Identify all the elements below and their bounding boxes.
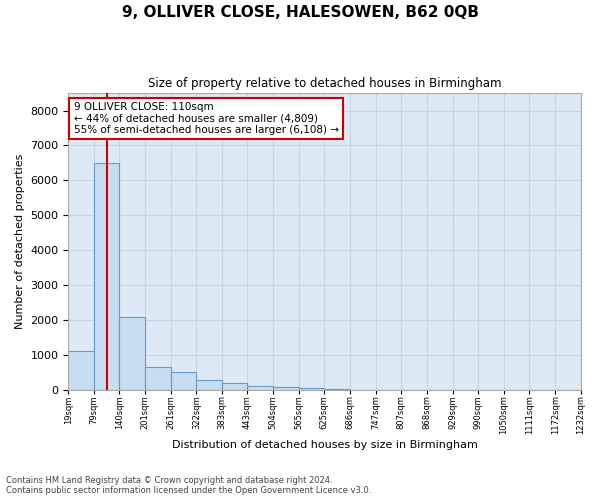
Text: 9 OLLIVER CLOSE: 110sqm
← 44% of detached houses are smaller (4,809)
55% of semi: 9 OLLIVER CLOSE: 110sqm ← 44% of detache… (74, 102, 338, 135)
Y-axis label: Number of detached properties: Number of detached properties (15, 154, 25, 329)
Bar (94, 163, 119, 390)
Bar (222, 383, 247, 390)
Bar (247, 386, 273, 390)
Text: Contains HM Land Registry data © Crown copyright and database right 2024.
Contai: Contains HM Land Registry data © Crown c… (6, 476, 371, 495)
Bar (196, 380, 222, 390)
Bar (273, 387, 299, 390)
Bar (145, 367, 170, 390)
X-axis label: Distribution of detached houses by size in Birmingham: Distribution of detached houses by size … (172, 440, 478, 450)
Bar (68, 352, 94, 390)
Bar (119, 316, 145, 390)
Text: 9, OLLIVER CLOSE, HALESOWEN, B62 0QB: 9, OLLIVER CLOSE, HALESOWEN, B62 0QB (121, 5, 479, 20)
Title: Size of property relative to detached houses in Birmingham: Size of property relative to detached ho… (148, 78, 501, 90)
Bar (170, 372, 196, 390)
Bar (324, 389, 350, 390)
Bar (299, 388, 324, 390)
